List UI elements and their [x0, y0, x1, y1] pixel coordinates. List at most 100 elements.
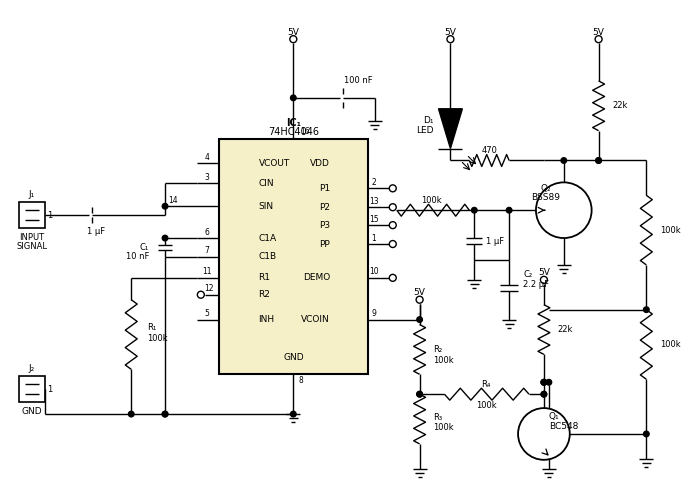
Text: CIN: CIN [259, 179, 274, 188]
Circle shape [644, 307, 649, 313]
Circle shape [541, 380, 547, 385]
Text: VCOUT: VCOUT [259, 159, 290, 168]
Text: GND: GND [283, 353, 303, 362]
Text: SIN: SIN [259, 202, 273, 211]
Text: 5V: 5V [593, 28, 605, 37]
Circle shape [162, 412, 168, 417]
Text: 2.2 μF: 2.2 μF [523, 280, 549, 289]
Text: VCOIN: VCOIN [301, 315, 330, 324]
Text: P3: P3 [319, 221, 330, 230]
Text: J₁: J₁ [29, 190, 35, 199]
Circle shape [162, 235, 168, 241]
Text: 13: 13 [369, 197, 379, 206]
Circle shape [506, 207, 512, 213]
Circle shape [472, 207, 477, 213]
FancyBboxPatch shape [19, 202, 45, 228]
Circle shape [447, 36, 454, 43]
Text: 15: 15 [369, 215, 379, 224]
Text: BSS89: BSS89 [531, 193, 561, 202]
Text: 1: 1 [47, 211, 52, 220]
Text: 11: 11 [202, 267, 212, 276]
Text: 12: 12 [204, 284, 213, 293]
Text: C1B: C1B [259, 252, 277, 261]
Circle shape [541, 392, 547, 397]
Circle shape [518, 408, 570, 460]
Text: Q₂: Q₂ [540, 184, 552, 193]
Circle shape [389, 185, 396, 192]
Text: 3: 3 [204, 173, 209, 182]
Text: 100 nF: 100 nF [344, 77, 373, 85]
Circle shape [129, 412, 134, 417]
Text: 1: 1 [371, 234, 376, 243]
Text: C₁: C₁ [140, 243, 149, 251]
Text: 6: 6 [204, 228, 209, 237]
Text: R1: R1 [259, 273, 271, 282]
Text: INH: INH [259, 315, 275, 324]
Circle shape [541, 380, 547, 385]
Text: 470: 470 [482, 146, 497, 155]
Text: 100k: 100k [421, 196, 442, 205]
Text: P2: P2 [319, 203, 330, 212]
Circle shape [596, 158, 601, 164]
Text: 22k: 22k [612, 101, 628, 110]
Text: D₁: D₁ [423, 116, 433, 125]
FancyBboxPatch shape [219, 139, 368, 374]
Text: J₂: J₂ [29, 364, 35, 373]
Text: 5V: 5V [414, 288, 426, 297]
Circle shape [417, 317, 422, 323]
Circle shape [417, 392, 422, 397]
Text: 2: 2 [371, 178, 376, 187]
Text: 100k: 100k [433, 423, 454, 432]
Text: 5: 5 [204, 309, 209, 318]
Text: Q₁: Q₁ [549, 412, 559, 420]
Circle shape [595, 36, 602, 43]
Circle shape [541, 392, 547, 397]
Text: LED: LED [416, 126, 433, 135]
Circle shape [417, 392, 422, 397]
Text: 14: 14 [168, 196, 178, 205]
Circle shape [162, 412, 168, 417]
Text: R₄: R₄ [482, 380, 491, 389]
Text: 4: 4 [204, 153, 209, 162]
Circle shape [162, 203, 168, 209]
Text: VDD: VDD [310, 159, 330, 168]
Text: R₂: R₂ [433, 345, 442, 354]
Text: R2: R2 [259, 290, 271, 299]
Text: 16: 16 [301, 127, 310, 136]
Text: 9: 9 [371, 309, 376, 318]
Text: 100k: 100k [661, 226, 681, 235]
Text: 1 μF: 1 μF [87, 227, 106, 236]
Circle shape [644, 431, 649, 437]
Text: GND: GND [22, 407, 42, 415]
Circle shape [290, 36, 297, 43]
Circle shape [197, 291, 204, 298]
Circle shape [389, 274, 396, 281]
Text: C1A: C1A [259, 234, 277, 243]
Text: SIGNAL: SIGNAL [16, 242, 48, 250]
FancyBboxPatch shape [19, 376, 45, 402]
Circle shape [291, 412, 296, 417]
Circle shape [389, 204, 396, 211]
Circle shape [389, 222, 396, 229]
Text: PP: PP [319, 240, 330, 248]
Text: R₃: R₃ [433, 413, 442, 421]
Text: 1 μF: 1 μF [487, 237, 505, 246]
Text: 100k: 100k [147, 334, 168, 343]
Text: 5V: 5V [287, 28, 299, 37]
Text: 74HC4046: 74HC4046 [268, 127, 319, 137]
Text: DEMO: DEMO [303, 273, 330, 282]
Circle shape [540, 276, 547, 283]
Circle shape [416, 296, 423, 303]
Text: 7: 7 [204, 247, 209, 255]
Circle shape [561, 158, 567, 164]
Text: C₂: C₂ [523, 270, 532, 279]
Circle shape [546, 380, 552, 385]
Text: 22k: 22k [558, 325, 573, 334]
Text: 1: 1 [47, 385, 52, 394]
Circle shape [541, 380, 547, 385]
Text: 10: 10 [369, 267, 379, 276]
Text: 100k: 100k [476, 401, 496, 410]
Polygon shape [438, 109, 462, 149]
Text: 5V: 5V [538, 268, 550, 277]
Text: P1: P1 [319, 184, 330, 193]
